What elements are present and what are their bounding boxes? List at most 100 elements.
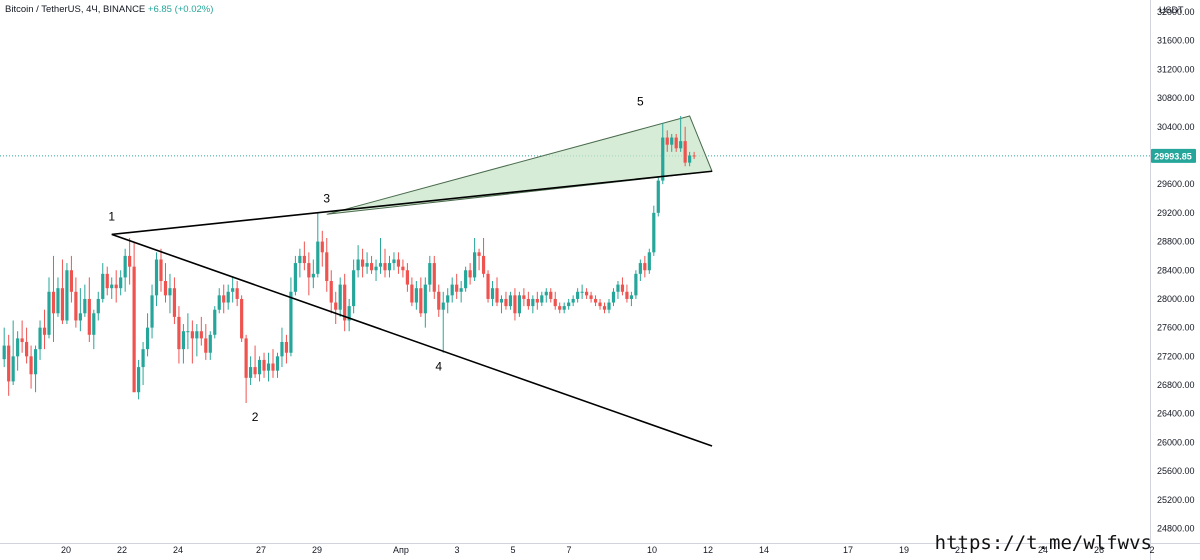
candle-body-up [154,259,159,296]
candle-body-down [589,295,593,299]
candle-body-down [25,341,29,357]
candle-body-up [567,302,571,307]
candle-body-down [114,284,118,289]
candle-body-down [535,298,539,303]
price-tick-label: 28800.00 [1157,237,1195,247]
symbol-name: Bitcoin / TetherUS, 4Ч, BINANCE [5,4,146,15]
candle-body-up [352,270,356,307]
price-tick-label: 25600.00 [1157,466,1195,476]
wave-label-4: 4 [435,360,442,374]
candle-body-up [137,367,141,393]
candle-body-up [110,284,114,289]
price-tick-label: 24800.00 [1157,524,1195,534]
candle-body-up [459,288,463,292]
candle-body-down [204,338,208,353]
candle-body-down [683,141,687,163]
time-tick-label: 21 [955,545,965,555]
candle-body-down [74,291,78,321]
candle-body-down [29,356,33,375]
candle-body-down [190,331,194,339]
time-tick-label: 3 [454,545,459,555]
price-tick-label: 29200.00 [1157,208,1195,218]
candle-body-up [213,309,217,335]
candle-body-up [208,334,212,353]
candle-body-up [378,263,383,267]
candle-body-up [65,270,69,321]
candle-body-up [289,291,293,353]
candle-body-down [495,288,499,303]
candle-body-up [540,295,544,303]
candle-body-up [195,331,199,339]
candle-body-down [549,291,553,299]
candle-body-down [396,259,401,267]
candle-body-down [602,306,607,310]
candle-body-down [692,155,696,157]
candle-body-down [163,281,168,296]
candle-body-up [226,291,230,303]
candle-body-up [688,155,692,163]
price-tick-label: 27200.00 [1157,351,1195,361]
candle-body-up [652,212,656,253]
candle-body-up [280,341,284,357]
candle-body-down [361,259,365,267]
candle-body-down [481,255,486,274]
candle-body-up [16,338,20,357]
price-tick-label: 26000.00 [1157,437,1195,447]
candle-body-up [338,284,342,310]
candle-body-up [11,356,15,382]
candle-body-up [356,259,360,271]
candle-body-up [101,273,105,299]
candle-body-down [325,252,329,282]
candle-body-up [56,288,60,314]
candle-body-down [105,273,109,289]
candle-body-down [674,137,678,149]
symbol-header: Bitcoin / TetherUS, 4Ч, BINANCE +6.85 (+… [5,4,213,15]
candle-body-down [244,338,248,378]
candle-body-up [92,313,96,335]
candle-body-down [432,263,436,292]
candle-body-down [132,266,136,393]
candle-body-down [486,273,490,299]
candle-body-down [455,284,459,292]
candle-body-down [504,298,508,307]
candle-body-up [249,367,253,378]
candle-body-down [401,266,405,271]
wave-label-1: 1 [108,209,115,223]
candle-body-down [199,331,203,339]
candle-body-up [414,288,418,303]
lower-trendline [111,233,713,447]
candle-body-down [284,341,289,353]
candle-body-down [307,263,311,278]
candle-body-down [620,284,625,292]
candle-body-up [257,359,262,375]
candle-body-up [428,263,432,285]
candle-body-up [311,273,315,278]
candle-body-down [513,295,517,314]
candle-body-up [298,255,302,264]
candle-body-up [123,255,127,278]
candle-body-down [665,137,669,145]
candle-body-up [392,259,396,264]
candle-body-up [647,252,651,271]
candle-body-down [598,302,602,307]
candle-body-up [347,306,351,321]
time-tick-label: Апр [393,545,409,555]
candle-body-up [508,295,513,307]
candle-body-down [522,295,526,299]
candle-body-down [235,288,239,299]
candle-body-up [629,295,633,299]
candle-body-down [526,298,530,307]
candle-body-down [128,255,132,267]
price-change: +6.85 (+0.02%) [147,4,214,15]
time-tick-label: 24 [173,545,183,555]
candle-body-down [302,255,306,264]
time-tick-label: 29 [312,545,322,555]
time-tick-label: 26 [1094,545,1104,555]
candle-body-up [499,298,504,303]
time-tick-label: 19 [899,545,909,555]
candle-body-up [607,302,611,310]
candle-body-up [531,298,535,307]
price-tick-label: 26800.00 [1157,380,1195,390]
candle-body-up [275,356,280,371]
